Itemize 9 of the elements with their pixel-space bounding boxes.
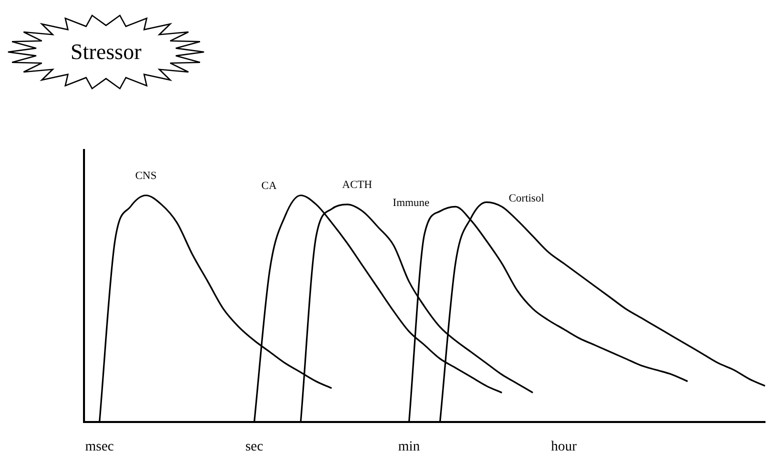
x-tick-label: msec [85, 439, 114, 454]
series-label: CNS [135, 170, 157, 182]
series-label: ACTH [342, 178, 372, 191]
x-tick-label: hour [550, 439, 577, 454]
x-tick-label: min [398, 439, 420, 454]
series-label: Immune [392, 197, 430, 210]
series-label: Cortisol [508, 192, 544, 205]
x-tick-label: sec [245, 439, 264, 454]
series-label: CA [261, 180, 277, 192]
